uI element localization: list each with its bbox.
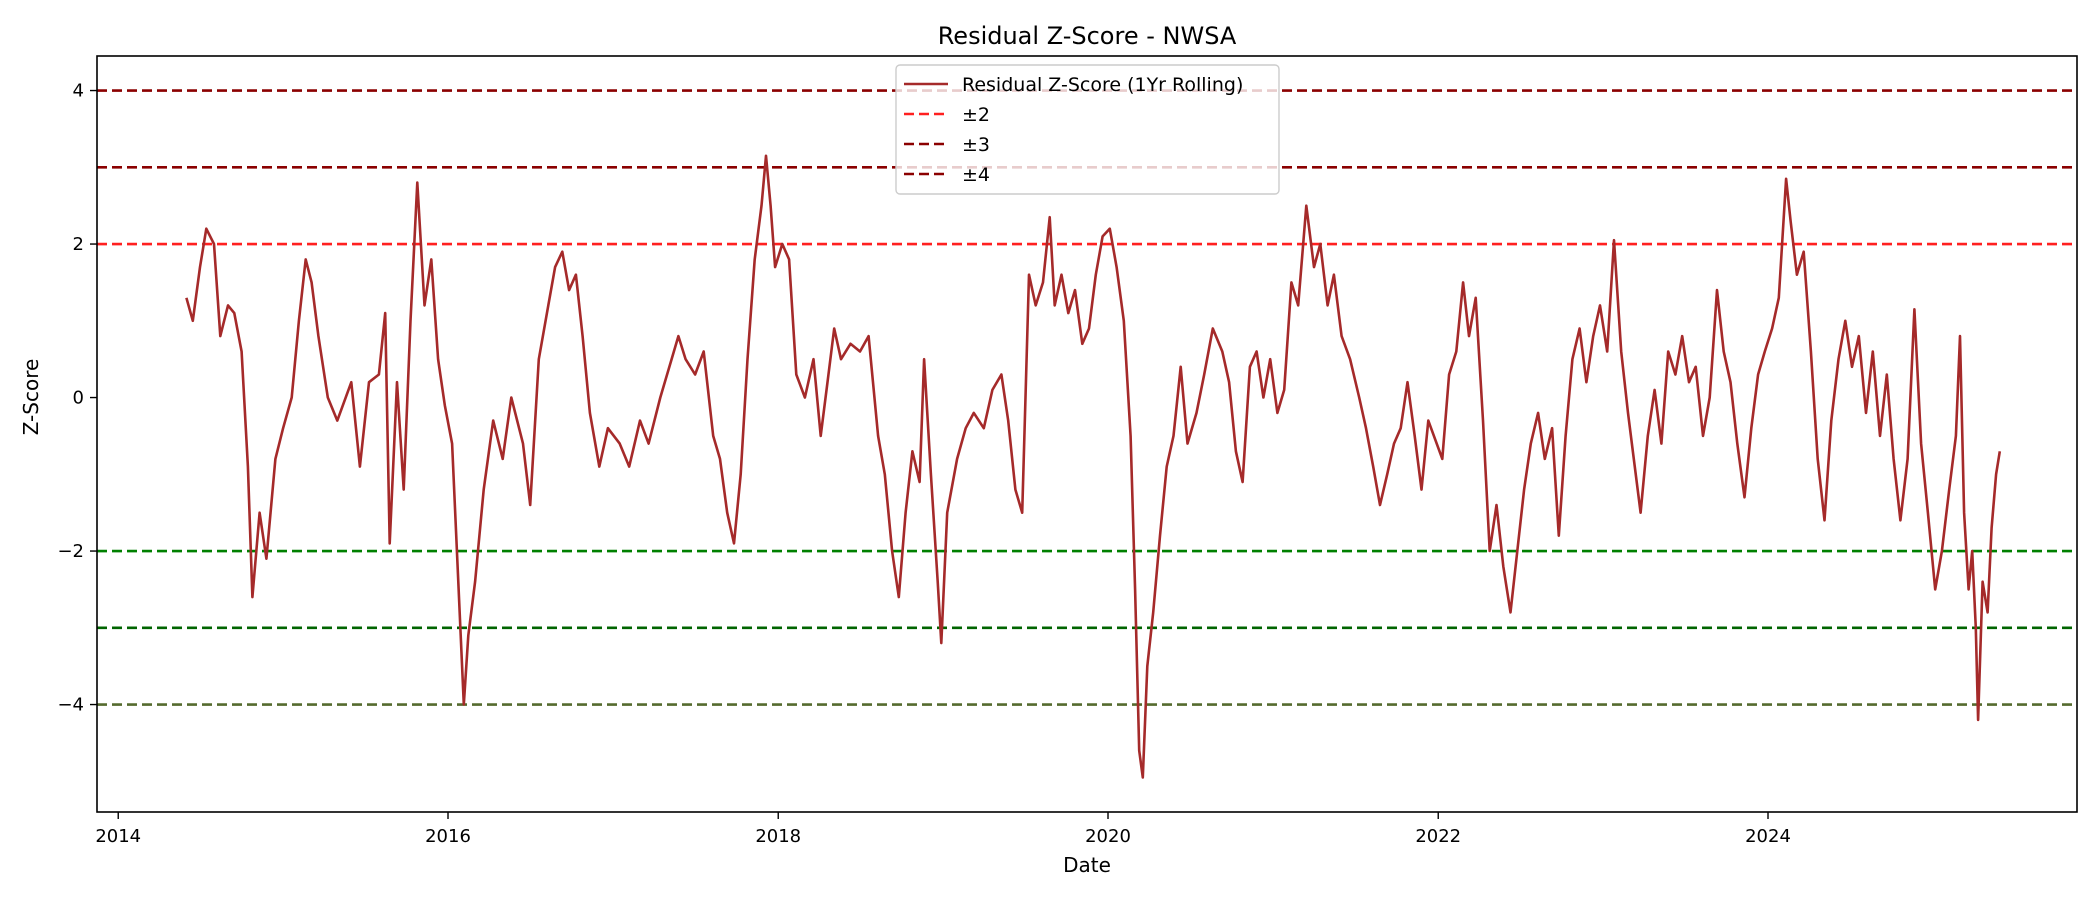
x-tick-label: 2018: [755, 826, 801, 847]
x-tick-label: 2022: [1415, 826, 1461, 847]
legend-label: ±4: [962, 164, 990, 186]
legend-label: ±3: [962, 134, 990, 156]
x-tick-label: 2024: [1745, 826, 1791, 847]
plot-area: [97, 89, 2077, 779]
chart-title: Residual Z-Score - NWSA: [938, 22, 1237, 50]
x-tick-label: 2014: [95, 826, 141, 847]
x-tick-label: 2016: [425, 826, 471, 847]
y-tick-label: 4: [73, 81, 84, 102]
axes: 2014 2016 2018 2020 2022 2024 4 2 0 −2 −4: [57, 55, 2078, 847]
y-tick-label: 0: [73, 388, 84, 409]
y-tick-label: −2: [57, 541, 84, 562]
plot-content: [97, 89, 2077, 779]
x-tick-label: 2020: [1085, 826, 1131, 847]
legend-label: ±2: [962, 104, 990, 126]
y-axis-title: Z-Score: [19, 359, 43, 436]
y-tick-label: 2: [73, 234, 84, 255]
legend: Residual Z-Score (1Yr Rolling) ±2 ±3 ±4: [895, 64, 1280, 195]
y-tick-label: −4: [57, 695, 84, 716]
series-line: [185, 154, 2002, 779]
legend-label: Residual Z-Score (1Yr Rolling): [962, 74, 1243, 96]
x-axis-title: Date: [1063, 853, 1111, 877]
plot-frame: [96, 55, 2078, 813]
legend-box: [895, 64, 1280, 195]
